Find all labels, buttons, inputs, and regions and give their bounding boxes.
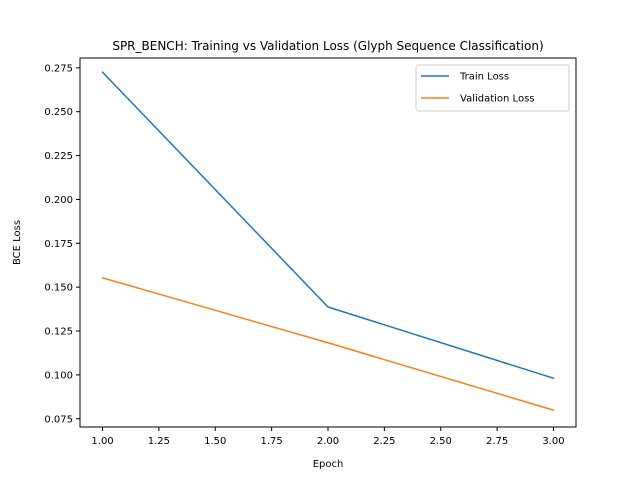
y-tick-label: 0.075 [44, 414, 73, 425]
y-tick-label: 0.175 [44, 239, 73, 250]
plot-area [79, 57, 577, 428]
x-tick-label: 2.50 [430, 436, 452, 447]
legend: Train Loss Validation Loss [415, 64, 570, 112]
legend-label-train-loss: Train Loss [459, 72, 509, 83]
x-tick-label: 1.25 [148, 436, 170, 447]
x-tick-label: 1.50 [204, 436, 226, 447]
chart-title: SPR_BENCH: Training vs Validation Loss (… [112, 39, 543, 53]
legend-box [415, 64, 570, 112]
series-line-train-loss [101, 71, 555, 380]
y-tick-label: 0.200 [44, 195, 73, 206]
y-axis: 0.075 0.100 0.125 0.150 0.175 0.200 0.225 0.250… [44, 63, 80, 425]
plot-frame [79, 57, 577, 428]
x-tick-label: 2.75 [486, 436, 508, 447]
y-tick-label: 0.100 [44, 370, 73, 381]
x-tick-label: 3.00 [542, 436, 564, 447]
x-tick-label: 2.00 [317, 436, 339, 447]
x-tick-label: 2.25 [373, 436, 395, 447]
y-axis-label: BCE Loss [12, 220, 23, 265]
series-lines [101, 71, 555, 412]
y-tick-label: 0.150 [44, 283, 73, 294]
y-tick-label: 0.250 [44, 107, 73, 118]
series-line-validation-loss [101, 276, 555, 412]
y-tick-label: 0.125 [44, 327, 73, 338]
x-axis-label: Epoch [313, 459, 344, 470]
y-tick-label: 0.275 [44, 63, 73, 74]
x-tick-label: 1.75 [261, 436, 283, 447]
y-tick-label: 0.225 [44, 151, 73, 162]
x-tick-label: 1.00 [91, 436, 113, 447]
legend-label-validation-loss: Validation Loss [460, 94, 535, 105]
x-axis: 1.00 1.25 1.50 1.75 2.00 2.25 2.50 2.75 3.00 [91, 427, 565, 447]
